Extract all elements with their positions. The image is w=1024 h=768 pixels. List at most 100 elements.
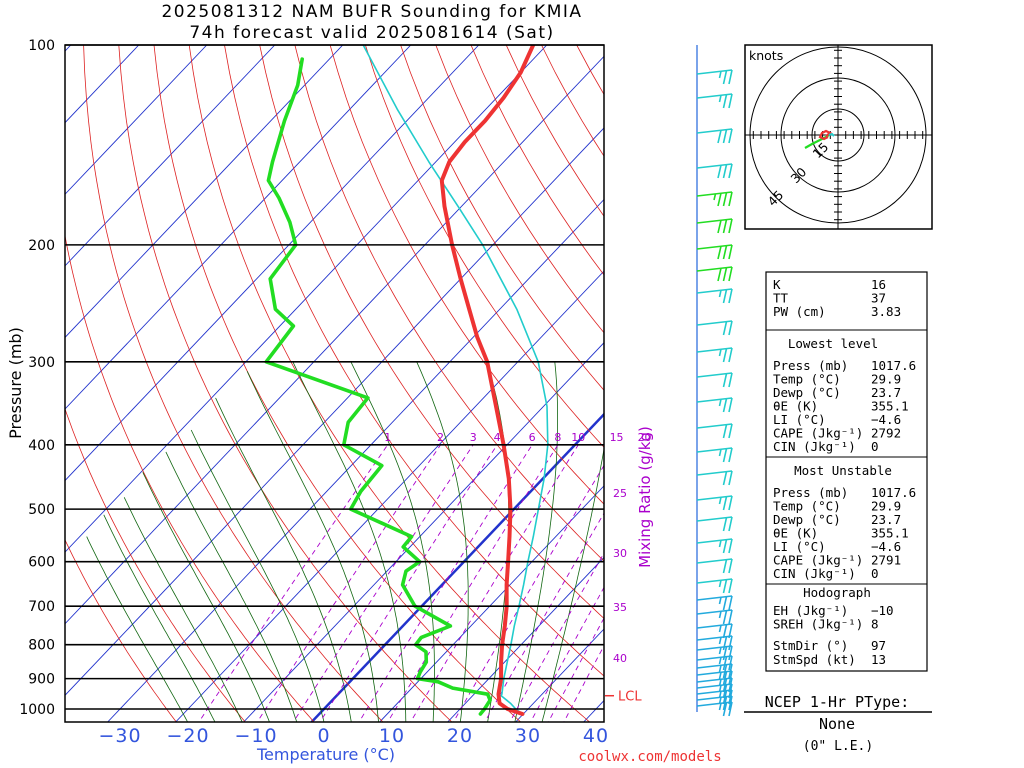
index-label: Press (mb) (773, 485, 848, 500)
credit-text: coolwx.com/models (578, 749, 721, 765)
dry-adiabat-line (259, 45, 604, 619)
mixing-ratio-line (319, 444, 498, 722)
index-label: CAPE (Jkg⁻¹) (773, 553, 863, 568)
wind-barb (696, 93, 733, 109)
ptype-value: None (819, 715, 855, 733)
moist-adiabat-line (86, 536, 189, 722)
wind-barb (696, 609, 733, 625)
wind-barb (696, 655, 733, 671)
index-value: 1017.6 (871, 485, 916, 500)
pressure-tick-label: 100 (28, 38, 55, 54)
dry-adiabat-line (329, 45, 604, 505)
pressure-tick-label: 800 (28, 638, 55, 654)
wind-barb (696, 645, 733, 661)
index-label: Dewp (°C) (773, 385, 841, 400)
ptype-note: (0" L.E.) (803, 739, 873, 754)
mixing-ratio-tick-label: 30 (613, 547, 627, 560)
ptype-panel: NCEP 1-Hr PType: None (0" L.E.) (744, 693, 932, 754)
index-value: 0 (871, 566, 879, 581)
temperature-tick-label: 40 (583, 725, 609, 747)
index-label: θE (K) (773, 526, 818, 541)
dewpoint-profile (264, 57, 492, 716)
isotherm-line (175, 270, 604, 722)
isotherm-line (0, 45, 3, 722)
pressure-tick-label: 900 (28, 672, 55, 688)
dry-adiabat-line (365, 45, 604, 448)
index-label: Dewp (°C) (773, 512, 841, 527)
moist-adiabat-line (350, 361, 435, 722)
pressure-tick-label: 700 (28, 599, 55, 615)
wind-barb (696, 320, 733, 336)
isotherm-line (65, 45, 276, 267)
mixing-ratio-tick-label: 10 (571, 431, 585, 444)
index-value: 2791 (871, 553, 901, 568)
moist-adiabat-line (514, 361, 558, 722)
index-label: LI (°C) (773, 539, 826, 554)
mixing-ratio-tick-label: 4 (494, 431, 501, 444)
mixing-ratio-tick-label: 15 (610, 431, 624, 444)
index-label: EH (Jkg⁻¹) (773, 603, 848, 618)
temperature-tick-label: −30 (98, 725, 141, 747)
wind-barb (696, 128, 733, 144)
wind-barb (696, 397, 733, 413)
hodograph-trace-cyan (828, 132, 835, 137)
mixing-ratio-tick-label: 25 (613, 487, 627, 500)
index-value: 0 (871, 439, 879, 454)
index-value: 16 (871, 277, 886, 292)
isotherm-line (65, 45, 548, 553)
index-label: Temp (°C) (773, 372, 841, 387)
moist-adiabat-line (215, 397, 352, 722)
wind-barb (696, 516, 733, 532)
index-value: 3.83 (871, 304, 901, 319)
ptype-title: NCEP 1-Hr PType: (765, 693, 910, 711)
dry-adiabat-line (435, 45, 604, 334)
isotherm-line (65, 45, 208, 195)
wind-barb (696, 495, 733, 511)
moist-adiabat-line (190, 429, 325, 722)
wind-barb (696, 423, 733, 439)
dry-adiabat-line (400, 45, 604, 391)
wind-barb (696, 558, 733, 574)
index-label: K (773, 277, 781, 292)
moist-adiabat-line (541, 446, 604, 722)
temperature-tick-label: 20 (447, 725, 473, 747)
moist-adiabat-line (292, 361, 407, 722)
wind-barb (696, 372, 733, 388)
wind-barb (696, 191, 733, 207)
mixing-ratio-tick-label: 40 (613, 652, 627, 665)
mixing-ratio-tick-label: 8 (554, 431, 561, 444)
mixing-ratio-tick-label: 6 (529, 431, 536, 444)
dry-adiabat-line (999, 45, 1024, 726)
mixing-ratio-tick-label: 1 (384, 431, 391, 444)
dry-adiabat-line (929, 45, 1024, 726)
index-value: 37 (871, 291, 886, 306)
hodograph-unit: knots (749, 48, 783, 63)
lcl-label: LCL (618, 690, 642, 705)
moist-adiabat-line (246, 371, 379, 722)
index-value: 8 (871, 617, 879, 632)
index-value: −10 (871, 603, 894, 618)
isotherm-line (379, 485, 604, 722)
index-value: 97 (871, 638, 886, 653)
wind-barb (696, 701, 733, 717)
wind-barb (696, 578, 733, 594)
index-label: Temp (°C) (773, 499, 841, 514)
index-value: −4.6 (871, 539, 901, 554)
wind-barb (696, 288, 733, 304)
mixing-ratio-line (198, 444, 389, 722)
mixing-ratio-line (358, 444, 533, 722)
index-value: 29.9 (871, 372, 901, 387)
pressure-tick-label: 500 (28, 502, 55, 518)
dry-adiabat-line (224, 45, 604, 677)
wind-barb (696, 689, 733, 705)
wind-barb (696, 163, 733, 179)
index-value: 2792 (871, 426, 901, 441)
index-label: StmDir (°) (773, 638, 848, 653)
index-label: PW (cm) (773, 304, 826, 319)
index-label: CIN (Jkg⁻¹) (773, 566, 856, 581)
index-label: Press (mb) (773, 358, 848, 373)
mixing-ratio-line (452, 464, 604, 722)
index-label: LI (°C) (773, 412, 826, 427)
index-value: 1017.6 (871, 358, 916, 373)
mixing-ratio-line (387, 444, 559, 722)
